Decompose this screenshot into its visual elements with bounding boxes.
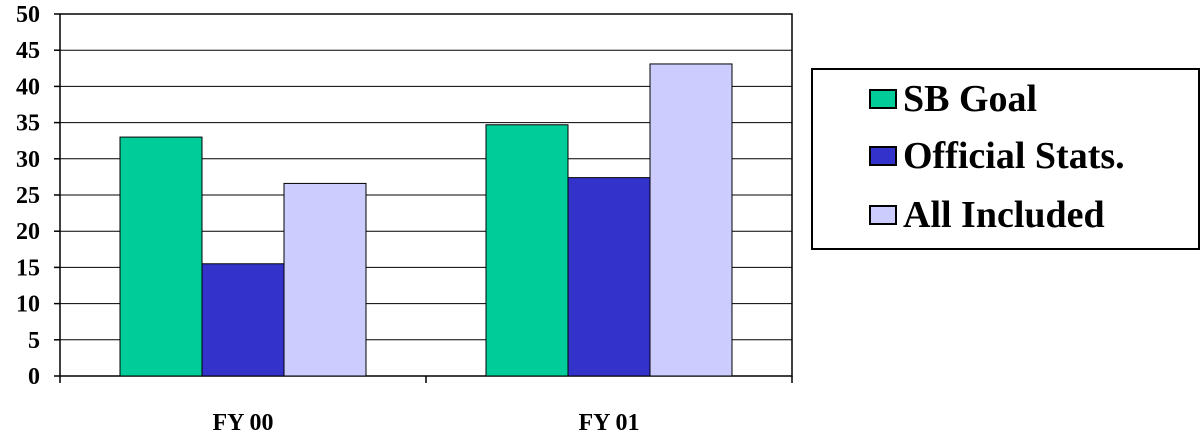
y-tick-label: 45: [16, 38, 40, 64]
legend-label-all-included: All Included: [903, 194, 1105, 236]
chart-legend: SB Goal Official Stats. All Included: [811, 68, 1200, 250]
y-tick-label: 0: [28, 364, 40, 390]
legend-swatch-official-stats: [869, 146, 897, 166]
y-tick-label: 5: [28, 328, 40, 354]
legend-label-official-stats: Official Stats.: [903, 135, 1125, 177]
y-tick-label: 15: [16, 255, 40, 281]
legend-swatch-all-included: [869, 205, 897, 225]
bar-sb-goal-fy-01: [485, 124, 569, 377]
legend-item-all-included: All Included: [869, 193, 1105, 237]
bar-sb-goal-fy-00: [119, 136, 203, 377]
y-tick-label: 35: [16, 111, 40, 137]
bar-official-stats-fy-01: [567, 177, 651, 377]
x-tick-label: FY 00: [212, 410, 273, 436]
y-tick-label: 40: [16, 74, 40, 100]
bar-all-included-fy-00: [283, 182, 367, 377]
y-tick-label: 10: [16, 292, 40, 318]
bar-all-included-fy-01: [649, 63, 733, 377]
legend-swatch-sb-goal: [869, 89, 897, 109]
y-tick-label: 30: [16, 147, 40, 173]
y-tick-label: 50: [16, 2, 40, 28]
bar-official-stats-fy-00: [201, 263, 285, 377]
legend-item-sb-goal: SB Goal: [869, 77, 1037, 121]
legend-label-sb-goal: SB Goal: [903, 78, 1038, 120]
x-tick-label: FY 01: [578, 410, 639, 436]
legend-item-official-stats: Official Stats.: [869, 134, 1125, 178]
y-tick-label: 25: [16, 183, 40, 209]
y-tick-label: 20: [16, 219, 40, 245]
